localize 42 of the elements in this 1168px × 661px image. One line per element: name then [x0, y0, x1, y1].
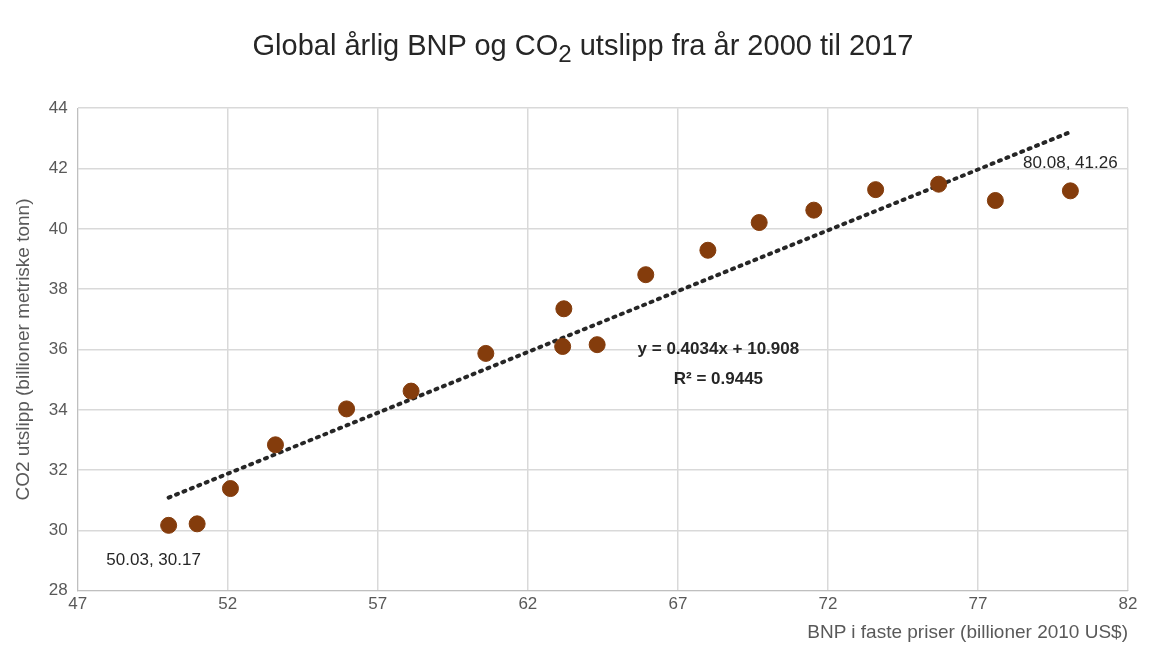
point	[477, 344, 495, 362]
point	[805, 201, 823, 219]
y-tick-label: 34	[48, 399, 68, 419]
point	[1061, 182, 1079, 200]
y-tick-label: 32	[48, 459, 68, 479]
point	[930, 175, 948, 193]
point	[188, 515, 206, 533]
y-tick-label: 30	[48, 520, 68, 540]
y-tick-label: 28	[48, 580, 68, 600]
point	[266, 436, 284, 454]
y-tick-label: 38	[48, 278, 68, 298]
x-tick-label: 77	[968, 593, 988, 613]
y-tick-label: 44	[48, 97, 68, 117]
point	[402, 382, 420, 400]
x-tick-label: 72	[818, 593, 838, 613]
y-tick-label: 40	[48, 218, 68, 238]
point	[637, 266, 655, 284]
point	[160, 516, 178, 534]
y-axis-title: CO2 utslipp (billioner metriske tonn)	[11, 198, 33, 501]
point	[221, 480, 239, 498]
point	[554, 337, 572, 355]
x-tick-label: 62	[518, 593, 538, 613]
data-label: 80.08, 41.26	[1023, 152, 1118, 172]
point	[986, 192, 1004, 209]
point	[588, 336, 606, 354]
x-tick-label: 67	[668, 593, 688, 613]
point	[555, 300, 573, 318]
annotation: y = 0.4034x + 10.908	[637, 339, 800, 359]
point	[699, 241, 717, 259]
x-axis-title: BNP i faste priser (billioner 2010 US$)	[807, 620, 1128, 642]
y-tick-label: 42	[48, 158, 68, 178]
x-tick-label: 57	[368, 593, 388, 613]
chart-title: Global årlig BNP og CO$_{2}$ utslipp fra år 2000 til 2017	[252, 28, 914, 68]
data-label: 50.03, 30.17	[106, 550, 201, 570]
x-tick-label: 82	[1118, 593, 1138, 613]
x-tick-label: 47	[68, 593, 88, 613]
point	[338, 400, 356, 418]
point	[867, 181, 885, 199]
annotation: R² = 0.9445	[673, 369, 764, 389]
x-tick-label: 52	[218, 593, 238, 613]
y-tick-label: 36	[48, 339, 68, 359]
point	[750, 214, 768, 232]
